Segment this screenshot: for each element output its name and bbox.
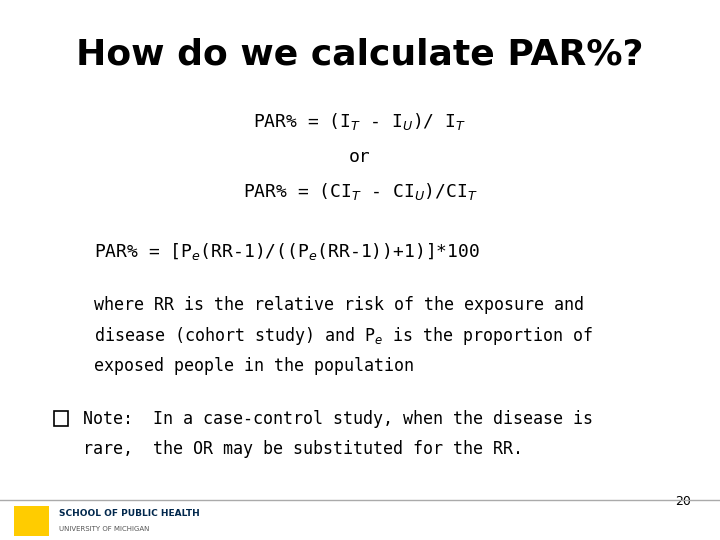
Text: or: or	[349, 147, 371, 166]
Text: PAR% = (I$_T$ - I$_U$)/ I$_T$: PAR% = (I$_T$ - I$_U$)/ I$_T$	[253, 111, 467, 132]
Text: How do we calculate PAR%?: How do we calculate PAR%?	[76, 38, 644, 72]
Bar	[14, 506, 49, 536]
Text: disease (cohort study) and P$_e$ is the proportion of: disease (cohort study) and P$_e$ is the …	[94, 325, 593, 347]
Text: 20: 20	[675, 495, 691, 508]
Text: PAR% = [P$_e$(RR-1)/((P$_e$(RR-1))+1)]*100: PAR% = [P$_e$(RR-1)/((P$_e$(RR-1))+1)]*1…	[94, 241, 480, 261]
Text: PAR% = (CI$_T$ - CI$_U$)/CI$_T$: PAR% = (CI$_T$ - CI$_U$)/CI$_T$	[243, 181, 477, 202]
Text: SCHOOL OF PUBLIC HEALTH: SCHOOL OF PUBLIC HEALTH	[59, 509, 199, 517]
Text: UNIVERSITY OF MICHIGAN: UNIVERSITY OF MICHIGAN	[59, 526, 150, 532]
Text: exposed people in the population: exposed people in the population	[94, 357, 413, 375]
Text: where RR is the relative risk of the exposure and: where RR is the relative risk of the exp…	[94, 296, 584, 314]
Bar	[54, 411, 68, 426]
Text: rare,  the OR may be substituted for the RR.: rare, the OR may be substituted for the …	[83, 440, 523, 458]
Text: Note:  In a case-control study, when the disease is: Note: In a case-control study, when the …	[83, 409, 593, 428]
Text: M: M	[18, 512, 36, 530]
